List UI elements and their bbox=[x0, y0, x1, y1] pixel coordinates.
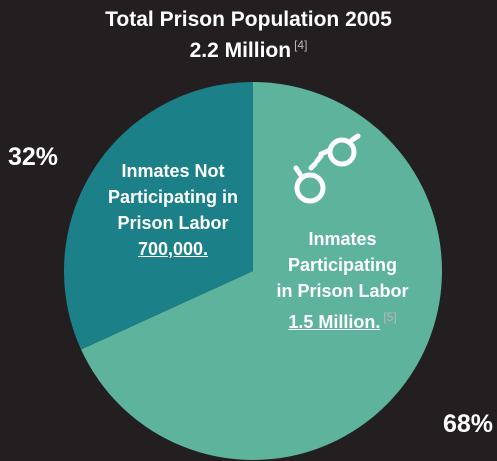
total-population: 2.2 Million bbox=[189, 39, 292, 62]
percent-label-participating: 68% bbox=[442, 410, 493, 438]
label-line: Participating bbox=[287, 255, 398, 275]
handcuffs-icon bbox=[293, 133, 361, 204]
pie-slice-participating bbox=[81, 82, 443, 460]
chart-subtitle: 2.2 Million [4] bbox=[0, 38, 497, 63]
label-line: Participating in bbox=[107, 187, 239, 207]
percent-label-not-participating: 32% bbox=[8, 143, 59, 171]
slice-label-participating: Inmates Participating in Prison Labor 1.… bbox=[245, 226, 440, 335]
label-line: Inmates bbox=[308, 229, 377, 249]
label-line: Prison Labor bbox=[117, 213, 229, 233]
label-line: Inmates Not bbox=[121, 161, 225, 181]
chart-title: Total Prison Population 2005 bbox=[105, 8, 392, 31]
slice-reference[interactable]: [5] bbox=[383, 310, 397, 324]
slice-label-not-participating: Inmates Not Participating in Prison Labo… bbox=[88, 158, 258, 262]
label-line: in Prison Labor bbox=[276, 281, 409, 301]
value-link-participating[interactable]: 1.5 Million. bbox=[288, 312, 381, 332]
value-link-not-participating[interactable]: 700,000. bbox=[137, 239, 209, 259]
pie-slice-not-participating bbox=[63, 82, 253, 350]
title-reference[interactable]: [4] bbox=[294, 38, 308, 52]
